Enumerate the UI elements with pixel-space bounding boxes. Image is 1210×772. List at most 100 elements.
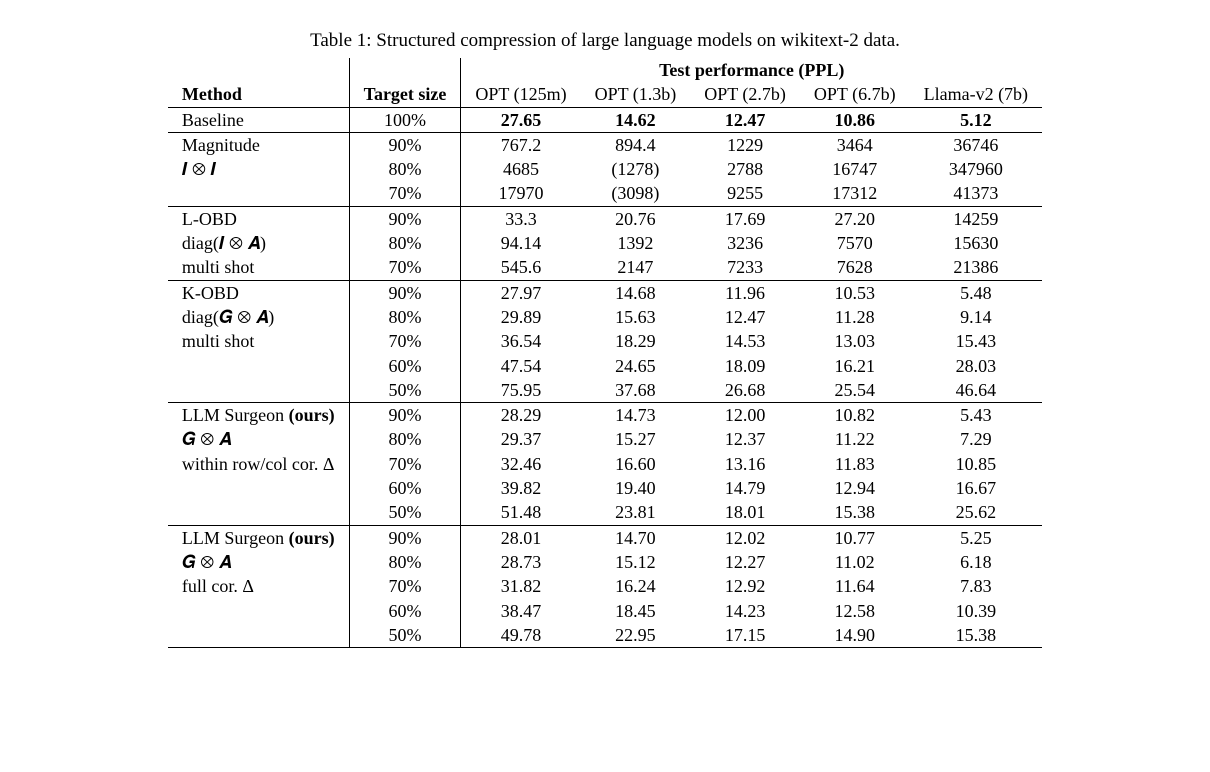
value-cell: 27.97: [461, 280, 581, 305]
value-cell: 14259: [910, 206, 1042, 231]
target-size-cell: 70%: [349, 181, 461, 206]
value-cell: 16.24: [581, 574, 691, 598]
value-cell: 19.40: [581, 476, 691, 500]
value-cell: 22.95: [581, 623, 691, 648]
target-size-cell: 50%: [349, 500, 461, 525]
method-cell: LLM Surgeon (ours): [168, 525, 349, 550]
value-cell: (3098): [581, 181, 691, 206]
target-size-cell: 90%: [349, 403, 461, 428]
value-cell: 20.76: [581, 206, 691, 231]
value-cell: 7628: [800, 255, 910, 280]
value-cell: 2788: [690, 157, 800, 181]
model-header-3: OPT (6.7b): [800, 82, 910, 107]
target-size-cell: 50%: [349, 378, 461, 403]
target-size-cell: 80%: [349, 550, 461, 574]
target-size-cell: 60%: [349, 476, 461, 500]
value-cell: 29.37: [461, 427, 581, 451]
value-cell: 11.28: [800, 305, 910, 329]
value-cell: 5.43: [910, 403, 1042, 428]
value-cell: 15.43: [910, 329, 1042, 353]
value-cell: 14.23: [690, 599, 800, 623]
method-cell: 𝑮 ⊗ 𝑨: [168, 427, 349, 451]
value-cell: 12.47: [690, 305, 800, 329]
value-cell: 14.79: [690, 476, 800, 500]
value-cell: 27.20: [800, 206, 910, 231]
method-cell: [168, 623, 349, 648]
value-cell: 14.62: [581, 107, 691, 132]
value-cell: 3464: [800, 132, 910, 157]
value-cell: 14.53: [690, 329, 800, 353]
table-row: LLM Surgeon (ours)90%28.2914.7312.0010.8…: [168, 403, 1042, 428]
model-header-0: OPT (125m): [461, 82, 581, 107]
value-cell: 10.53: [800, 280, 910, 305]
method-cell: [168, 500, 349, 525]
value-cell: 5.12: [910, 107, 1042, 132]
target-size-cell: 60%: [349, 599, 461, 623]
value-cell: 11.96: [690, 280, 800, 305]
target-size-cell: 50%: [349, 623, 461, 648]
target-size-cell: 70%: [349, 329, 461, 353]
method-cell: diag(𝑰 ⊗ 𝑨): [168, 231, 349, 255]
value-cell: 11.64: [800, 574, 910, 598]
target-size-cell: 90%: [349, 525, 461, 550]
table-row: 50%49.7822.9517.1514.9015.38: [168, 623, 1042, 648]
value-cell: 9255: [690, 181, 800, 206]
value-cell: 1392: [581, 231, 691, 255]
method-cell: full cor. Δ: [168, 574, 349, 598]
table-row: multi shot70%545.621477233762821386: [168, 255, 1042, 280]
target-size-cell: 70%: [349, 255, 461, 280]
target-size-cell: 80%: [349, 231, 461, 255]
method-cell: multi shot: [168, 255, 349, 280]
value-cell: 894.4: [581, 132, 691, 157]
value-cell: 14.90: [800, 623, 910, 648]
value-cell: 12.27: [690, 550, 800, 574]
value-cell: 10.82: [800, 403, 910, 428]
method-header: Method: [168, 82, 349, 107]
value-cell: 12.58: [800, 599, 910, 623]
value-cell: 11.83: [800, 452, 910, 476]
value-cell: 11.02: [800, 550, 910, 574]
value-cell: 18.29: [581, 329, 691, 353]
target-size-cell: 80%: [349, 305, 461, 329]
target-size-cell: 60%: [349, 354, 461, 378]
value-cell: 33.3: [461, 206, 581, 231]
header-row-2: Method Target size OPT (125m) OPT (1.3b)…: [168, 82, 1042, 107]
model-header-4: Llama-v2 (7b): [910, 82, 1042, 107]
value-cell: 767.2: [461, 132, 581, 157]
value-cell: 16747: [800, 157, 910, 181]
method-cell: [168, 599, 349, 623]
table-row: K-OBD90%27.9714.6811.9610.535.48: [168, 280, 1042, 305]
table-row: diag(𝑮 ⊗ 𝑨)80%29.8915.6312.4711.289.14: [168, 305, 1042, 329]
value-cell: 39.82: [461, 476, 581, 500]
value-cell: 12.02: [690, 525, 800, 550]
table-row: diag(𝑰 ⊗ 𝑨)80%94.1413923236757015630: [168, 231, 1042, 255]
value-cell: 17970: [461, 181, 581, 206]
value-cell: 15.27: [581, 427, 691, 451]
value-cell: 14.73: [581, 403, 691, 428]
value-cell: 36746: [910, 132, 1042, 157]
value-cell: 347960: [910, 157, 1042, 181]
table-row: within row/col cor. Δ70%32.4616.6013.161…: [168, 452, 1042, 476]
value-cell: 3236: [690, 231, 800, 255]
value-cell: 17.15: [690, 623, 800, 648]
method-cell: [168, 476, 349, 500]
value-cell: 6.18: [910, 550, 1042, 574]
value-cell: 41373: [910, 181, 1042, 206]
value-cell: (1278): [581, 157, 691, 181]
value-cell: 16.21: [800, 354, 910, 378]
method-cell: 𝑮 ⊗ 𝑨: [168, 550, 349, 574]
value-cell: 1229: [690, 132, 800, 157]
value-cell: 12.37: [690, 427, 800, 451]
value-cell: 25.62: [910, 500, 1042, 525]
value-cell: 24.65: [581, 354, 691, 378]
value-cell: 17.69: [690, 206, 800, 231]
model-header-1: OPT (1.3b): [581, 82, 691, 107]
method-cell: multi shot: [168, 329, 349, 353]
value-cell: 25.54: [800, 378, 910, 403]
table-row: full cor. Δ70%31.8216.2412.9211.647.83: [168, 574, 1042, 598]
value-cell: 7570: [800, 231, 910, 255]
target-size-cell: 90%: [349, 206, 461, 231]
value-cell: 14.68: [581, 280, 691, 305]
value-cell: 28.01: [461, 525, 581, 550]
value-cell: 23.81: [581, 500, 691, 525]
